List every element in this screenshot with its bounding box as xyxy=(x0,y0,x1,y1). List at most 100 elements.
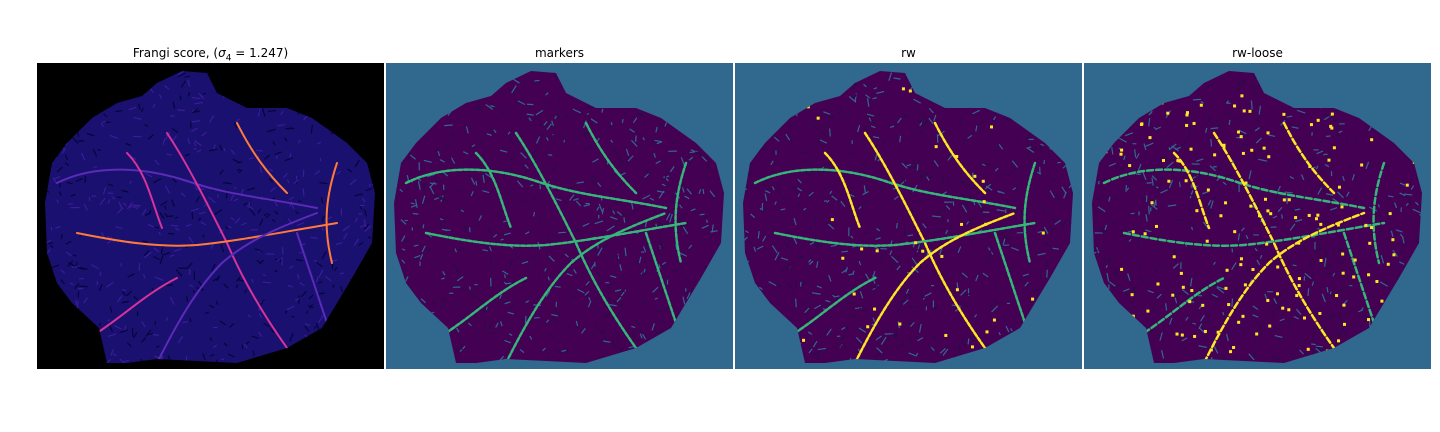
highlight-pixel xyxy=(1239,135,1243,139)
highlight-pixel xyxy=(1370,226,1374,230)
tissue-region xyxy=(743,71,1073,363)
highlight-pixel xyxy=(1213,153,1217,157)
highlight-pixel xyxy=(860,247,864,251)
highlight-pixel xyxy=(970,345,974,349)
vessel xyxy=(1202,211,1366,363)
highlight-pixel xyxy=(1179,271,1183,275)
highlight-pixel xyxy=(1176,159,1180,163)
highlight-pixel xyxy=(1185,123,1189,127)
highlight-pixel xyxy=(1266,131,1270,135)
highlight-pixel xyxy=(1266,209,1270,213)
highlight-pixel xyxy=(1241,314,1245,318)
highlight-pixel xyxy=(1232,345,1236,349)
sigma-symbol: σ xyxy=(218,46,226,60)
highlight-pixel xyxy=(1330,126,1334,130)
vessel xyxy=(514,131,638,350)
highlight-pixel xyxy=(1188,300,1192,304)
highlight-pixel xyxy=(1282,198,1286,202)
highlight-pixel xyxy=(944,333,948,337)
vessel xyxy=(863,131,987,350)
highlight-pixel xyxy=(1184,179,1188,183)
highlight-pixel xyxy=(1316,118,1320,122)
highlight-pixel xyxy=(1239,263,1243,267)
vessel xyxy=(933,121,987,195)
highlight-pixel xyxy=(1236,130,1240,134)
highlight-pixel xyxy=(875,249,879,253)
highlight-pixel xyxy=(1265,242,1269,246)
highlight-pixel xyxy=(982,200,986,204)
highlight-pixel xyxy=(1332,146,1336,150)
highlight-pixel xyxy=(1319,258,1323,262)
vessel xyxy=(166,132,288,349)
highlight-pixel xyxy=(1380,299,1384,303)
highlight-pixel xyxy=(955,154,959,158)
highlight-pixel xyxy=(1287,198,1291,202)
tissue-region xyxy=(394,71,724,363)
highlight-pixel xyxy=(1243,283,1247,287)
highlight-pixel xyxy=(841,256,845,260)
vessel xyxy=(504,211,668,363)
highlight-pixel xyxy=(852,292,856,296)
highlight-pixel xyxy=(1199,103,1203,107)
highlight-pixel xyxy=(934,145,938,149)
highlight-pixel xyxy=(1240,94,1244,98)
highlight-pixel xyxy=(1195,209,1199,213)
highlight-pixel xyxy=(981,179,985,183)
vessel xyxy=(584,121,638,195)
highlight-pixel xyxy=(1367,273,1371,277)
frangi-image xyxy=(37,63,384,369)
vessel xyxy=(1102,168,1366,210)
highlight-pixel xyxy=(1353,258,1357,262)
highlight-pixel xyxy=(990,125,994,129)
highlight-pixel xyxy=(1233,104,1237,108)
vessel xyxy=(1212,131,1336,350)
vessel xyxy=(76,222,338,247)
highlight-pixel xyxy=(1139,122,1143,126)
highlight-pixel xyxy=(1178,159,1182,163)
highlight-pixel xyxy=(1119,152,1123,156)
highlight-pixel xyxy=(955,288,959,292)
highlight-pixel xyxy=(1131,230,1135,234)
markers-panel-title: markers xyxy=(534,46,585,60)
highlight-pixel xyxy=(1297,284,1301,288)
highlight-pixel xyxy=(1341,271,1345,275)
highlight-pixel xyxy=(1180,333,1184,337)
frangi-panel: Frangi score, (σ4 = 1.247) xyxy=(37,44,384,369)
vessel xyxy=(296,232,328,324)
highlight-pixel xyxy=(1225,268,1229,272)
highlight-pixel xyxy=(1161,158,1165,162)
highlight-pixel xyxy=(984,222,988,226)
vessel xyxy=(156,212,318,363)
highlight-pixel xyxy=(1166,111,1170,115)
highlight-pixel xyxy=(1131,314,1135,318)
highlight-pixel xyxy=(1405,183,1409,187)
highlight-pixel xyxy=(901,87,905,91)
highlight-pixel xyxy=(1340,205,1344,209)
highlight-pixel xyxy=(1281,306,1285,310)
highlight-pixel xyxy=(1337,185,1341,189)
vessel xyxy=(993,231,1027,325)
vessel xyxy=(753,168,1017,210)
highlight-pixel xyxy=(1360,163,1364,167)
highlight-pixel xyxy=(1248,109,1252,113)
highlight-pixel xyxy=(802,338,806,342)
markers-panel: markers xyxy=(386,44,733,369)
vessel xyxy=(444,276,528,335)
highlight-pixel xyxy=(1341,252,1345,256)
vessel xyxy=(1142,276,1226,335)
highlight-pixel xyxy=(816,116,820,120)
vessel xyxy=(1282,121,1336,195)
highlight-pixel xyxy=(1216,330,1220,334)
highlight-pixel xyxy=(1262,146,1266,150)
highlight-pixel xyxy=(1388,212,1392,216)
highlight-pixel xyxy=(1244,181,1248,185)
highlight-pixel xyxy=(1120,267,1124,271)
highlight-pixel xyxy=(1329,124,1333,128)
highlight-pixel xyxy=(1154,224,1158,228)
highlight-pixel xyxy=(866,325,870,329)
highlight-pixel xyxy=(1237,320,1241,324)
vessel xyxy=(1023,161,1037,265)
rw-loose-panel-title: rw-loose xyxy=(1232,46,1283,60)
highlight-pixel xyxy=(1309,123,1313,127)
highlight-pixel xyxy=(873,307,877,311)
